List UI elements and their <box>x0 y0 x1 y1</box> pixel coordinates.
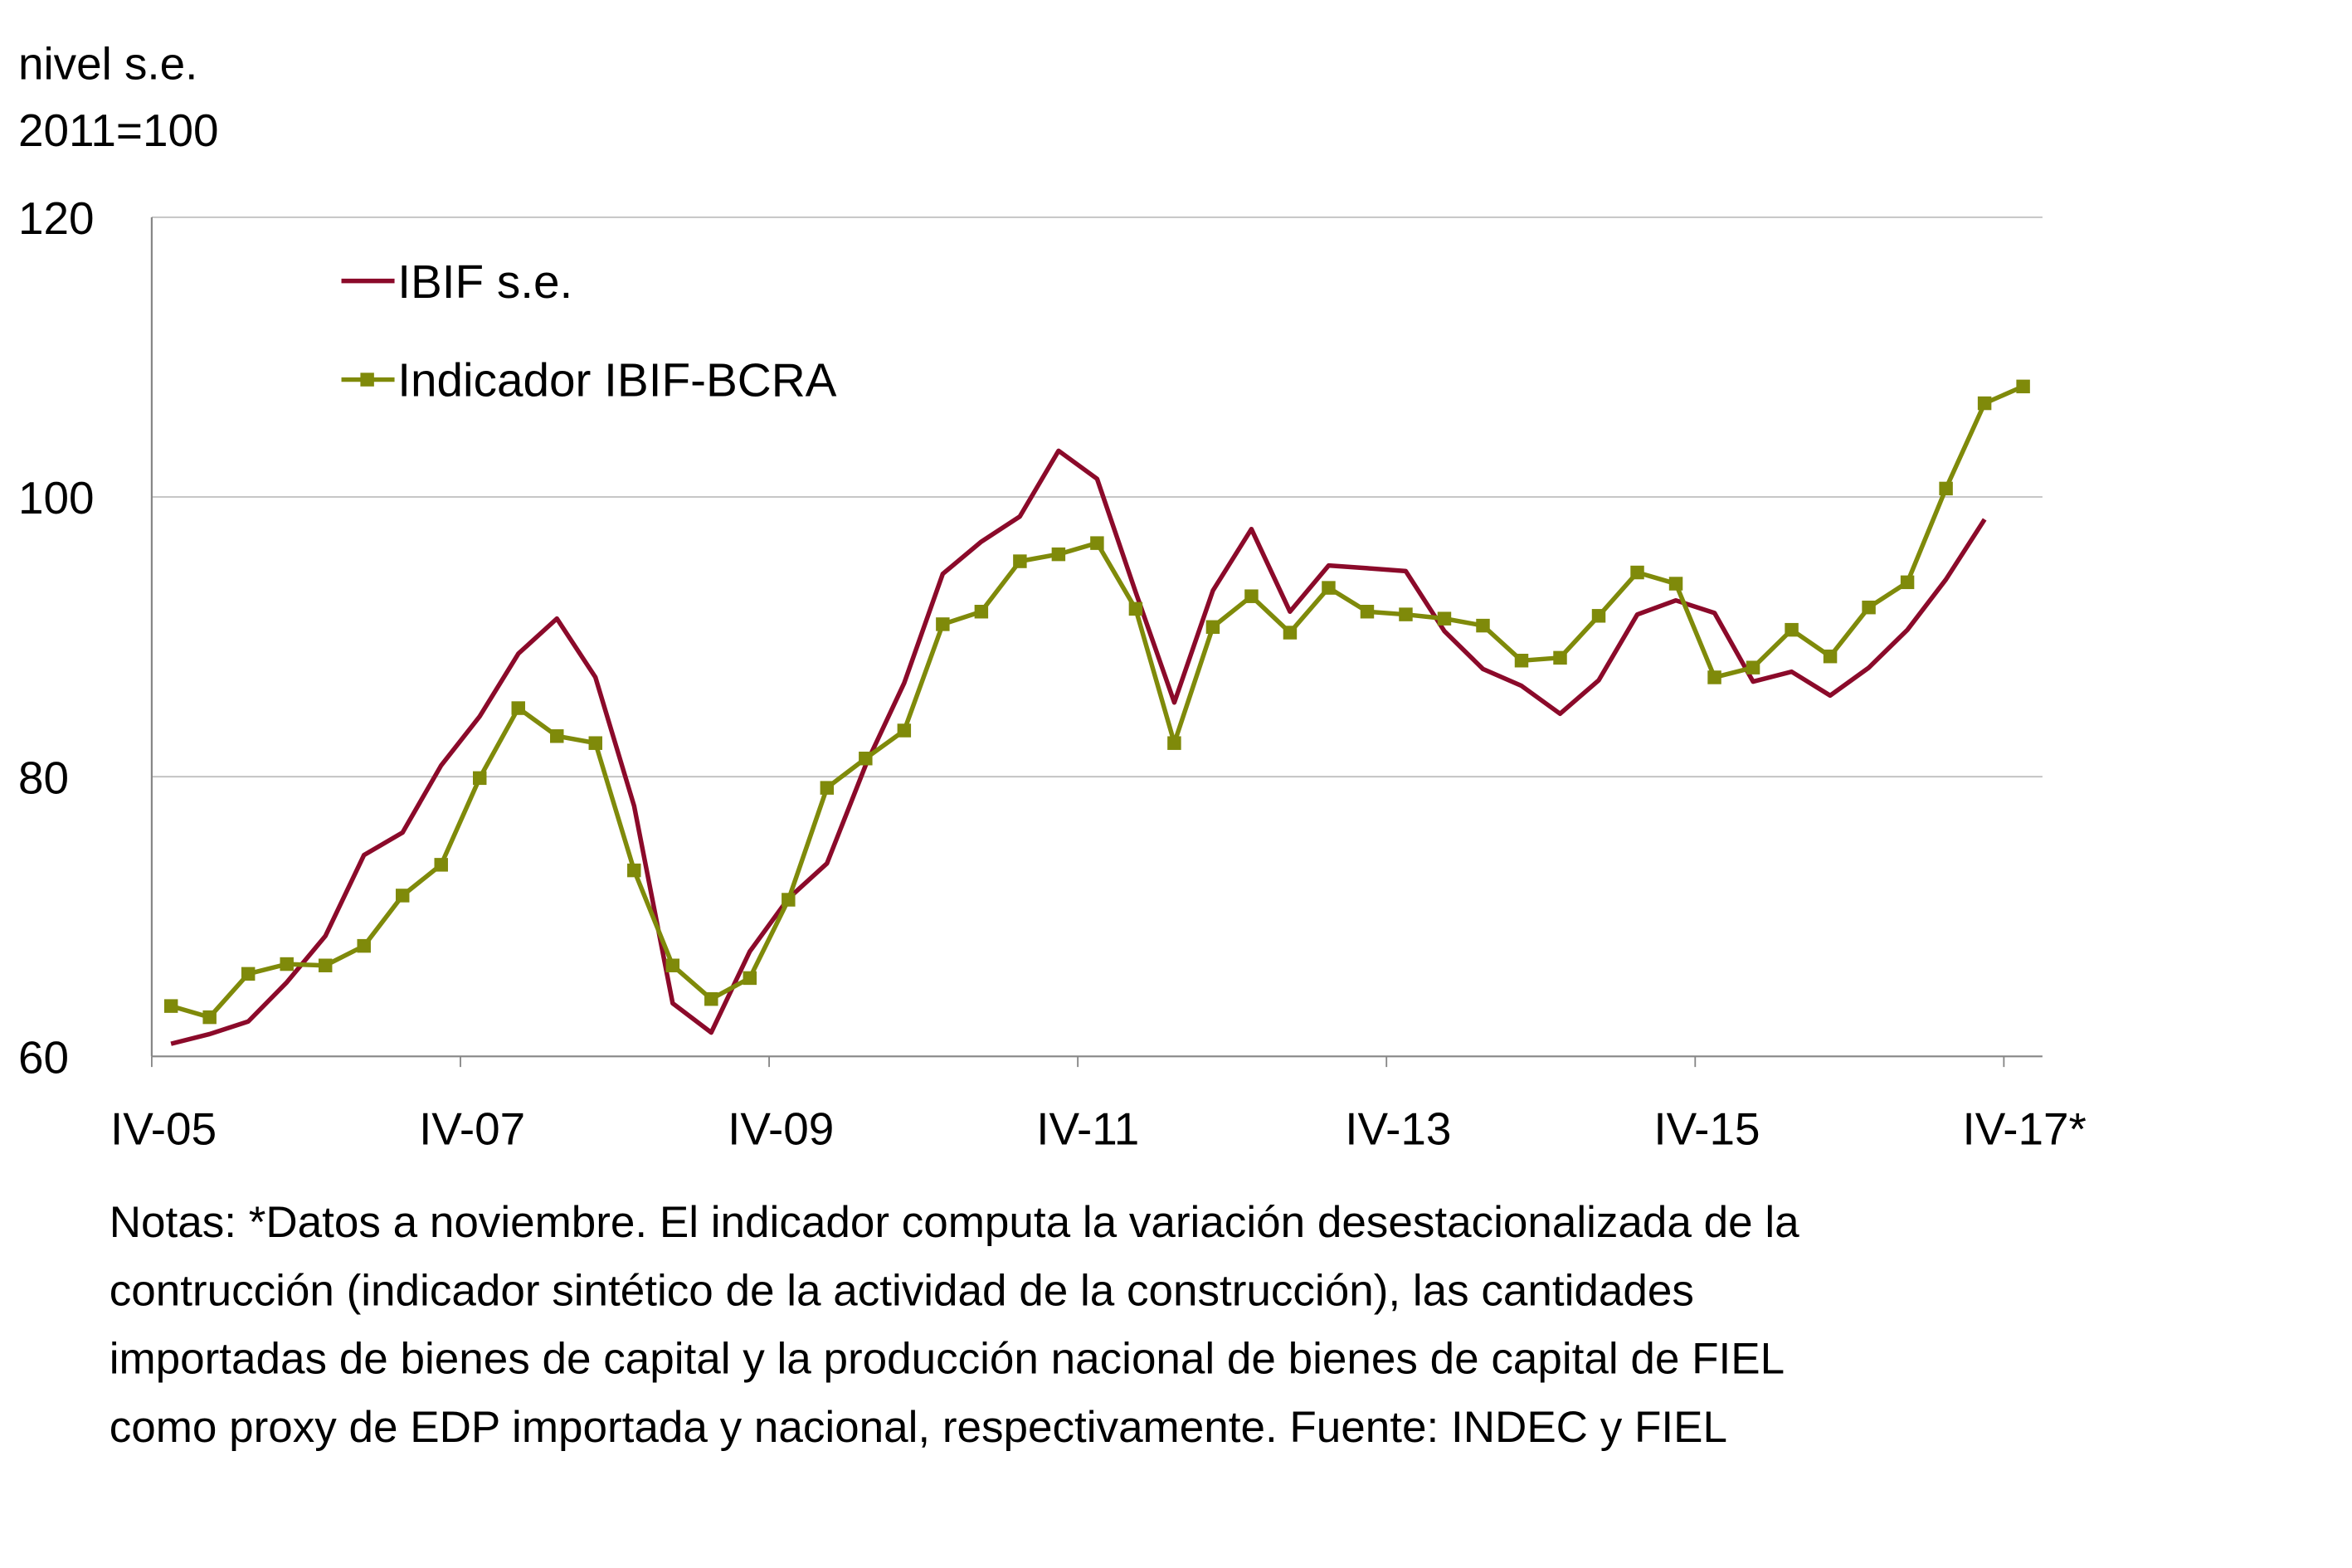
data-point-marker <box>627 863 641 878</box>
data-point-marker <box>782 893 796 907</box>
y-unit-label-1: nivel s.e. <box>18 37 197 89</box>
data-point-marker <box>1128 601 1143 616</box>
note-line-4: como proxy de EDP importada y nacional, … <box>110 1403 1727 1452</box>
data-point-marker <box>859 752 873 766</box>
data-point-marker <box>1167 736 1181 750</box>
data-point-marker <box>511 701 525 715</box>
data-point-marker <box>163 999 178 1013</box>
data-point-marker <box>1591 609 1606 623</box>
data-point-marker <box>1399 607 1413 621</box>
data-point-marker <box>395 889 410 903</box>
legend: IBIF s.e. Indicador IBIF-BCRA <box>341 256 837 407</box>
data-point-marker <box>1090 536 1104 550</box>
data-point-marker <box>550 729 564 743</box>
data-point-marker <box>1823 649 1838 664</box>
data-point-marker <box>1205 620 1220 635</box>
y-tick-label: 100 <box>18 472 95 523</box>
note-line-1: Notas: *Datos a noviembre. El indicador … <box>110 1198 1799 1247</box>
data-point-marker <box>1244 589 1259 603</box>
data-point-marker <box>1668 577 1683 591</box>
x-tick-label: IV-09 <box>728 1103 834 1154</box>
legend-bcra-marker <box>360 373 374 387</box>
data-point-marker <box>318 958 333 972</box>
data-point-marker <box>1514 654 1529 668</box>
data-point-marker <box>897 723 912 738</box>
data-point-marker <box>1283 626 1298 640</box>
data-point-marker <box>704 991 718 1006</box>
data-point-marker <box>1322 581 1336 595</box>
data-point-marker <box>434 858 448 872</box>
data-point-marker <box>1939 481 1953 496</box>
data-point-marker <box>1051 547 1066 562</box>
note-line-2: contrucción (indicador sintético de la a… <box>110 1266 1694 1315</box>
x-tick-label: IV-13 <box>1345 1103 1451 1154</box>
y-tick-label: 80 <box>18 752 69 803</box>
data-point-marker <box>1707 670 1721 684</box>
notes: Notas: *Datos a noviembre. El indicador … <box>110 1198 1799 1452</box>
data-point-marker <box>2016 379 2030 394</box>
x-tick-label: IV-17* <box>1962 1103 2086 1154</box>
data-point-marker <box>743 971 757 986</box>
data-point-marker <box>241 967 256 981</box>
data-point-marker <box>1977 396 1992 411</box>
x-tick-label: IV-11 <box>1036 1103 1139 1154</box>
x-tick-label: IV-05 <box>110 1103 217 1154</box>
data-point-marker <box>280 957 294 971</box>
data-point-marker <box>1437 611 1452 626</box>
data-point-marker <box>1013 554 1027 568</box>
note-line-3: importadas de bienes de capital y la pro… <box>110 1335 1785 1384</box>
data-point-marker <box>1360 605 1375 619</box>
x-tick-label: IV-15 <box>1653 1103 1760 1154</box>
data-point-marker <box>665 958 680 972</box>
data-point-marker <box>473 771 487 786</box>
series-line-ibif <box>170 448 1987 1046</box>
data-point-marker <box>588 736 602 750</box>
legend-bcra-label: Indicador IBIF-BCRA <box>397 355 836 407</box>
data-point-marker <box>1553 650 1567 665</box>
data-point-marker <box>1862 600 1876 615</box>
data-point-marker <box>1630 565 1644 580</box>
y-unit-label-2: 2011=100 <box>18 105 219 156</box>
data-point-marker <box>820 781 835 795</box>
data-point-marker <box>202 1010 217 1025</box>
y-tick-label: 60 <box>18 1031 69 1083</box>
data-point-marker <box>357 938 371 953</box>
data-point-marker <box>974 605 989 619</box>
x-tick-label: IV-07 <box>419 1103 525 1154</box>
y-tick-label: 120 <box>18 192 95 244</box>
data-point-marker <box>1785 622 1799 637</box>
data-point-marker <box>936 617 950 631</box>
legend-ibif-label: IBIF s.e. <box>397 256 572 309</box>
data-point-marker <box>1746 660 1760 674</box>
data-point-marker <box>1476 618 1490 633</box>
data-point-marker <box>1900 575 1915 590</box>
